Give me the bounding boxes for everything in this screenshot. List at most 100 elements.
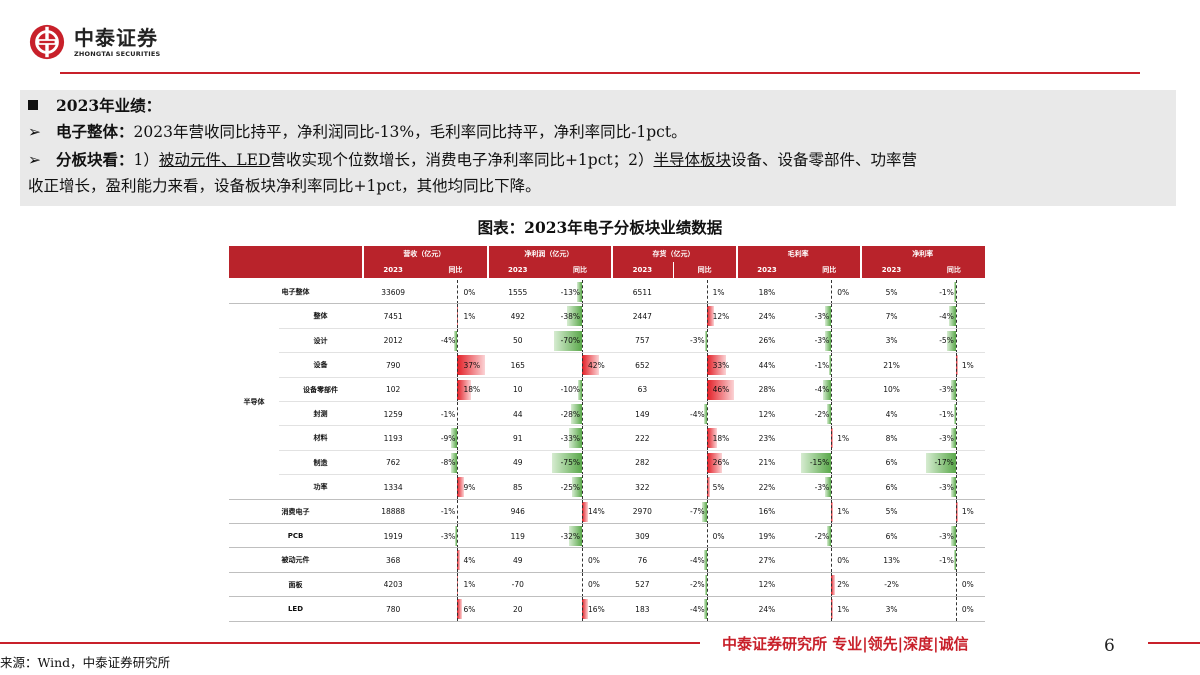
footer-divider-right xyxy=(1148,642,1200,644)
zero-axis xyxy=(582,402,584,426)
pct-value: -5% xyxy=(939,336,954,346)
pct-cell: -1% xyxy=(424,499,486,524)
value-cell: 44 xyxy=(512,409,523,419)
value-cell: 13% xyxy=(883,555,900,565)
zero-axis xyxy=(457,353,459,378)
pct-value: -17% xyxy=(934,458,954,468)
table-row: 电子整体 33609 0% 1555 -13% 6511 1% 18% 0% 5% -1% xyxy=(229,280,985,304)
zero-axis xyxy=(582,377,584,402)
value-cell: 5% xyxy=(885,507,898,517)
zero-axis xyxy=(831,353,833,378)
negative-bar xyxy=(570,404,583,424)
zero-axis xyxy=(831,572,833,597)
zero-axis xyxy=(706,280,709,304)
zero-axis xyxy=(831,450,833,475)
value-cell: 1919 xyxy=(383,531,403,541)
zero-axis xyxy=(706,572,709,597)
pct-cell: -3% xyxy=(798,304,860,329)
zero-axis xyxy=(582,304,584,329)
row-label: 被动元件 xyxy=(281,556,310,565)
negative-bar xyxy=(705,574,707,595)
pct-cell: 0% xyxy=(424,280,486,304)
pct-cell: 1% xyxy=(424,572,486,597)
pct-cell: -3% xyxy=(674,328,736,353)
pct-value: -32% xyxy=(560,531,581,541)
pct-cell: -10% xyxy=(549,377,611,402)
pct-cell: 2% xyxy=(798,572,860,597)
pct-cell: 0% xyxy=(798,280,860,304)
value-cell: 368 xyxy=(385,555,401,565)
value-cell: 282 xyxy=(635,458,650,468)
zero-axis xyxy=(955,304,958,329)
negative-bar xyxy=(554,330,583,351)
table-row: 面板 4203 1% -70 0% 527 -2% 12% 2% -2% 0% xyxy=(229,572,985,597)
zero-axis xyxy=(457,499,459,524)
square-bullet-icon xyxy=(28,100,38,110)
pct-cell: 12% xyxy=(674,304,736,329)
positive-bar xyxy=(831,574,836,595)
group-header: 毛利率 xyxy=(735,246,861,262)
table-row: 封测 1259 -1% 44 -28% 149 -4% 12% -2% 4% -1% xyxy=(229,402,985,426)
zero-axis xyxy=(706,402,709,426)
zero-axis xyxy=(457,426,459,451)
pct-cell: 5% xyxy=(674,475,736,500)
pct-value: -1% xyxy=(814,360,830,370)
pct-value: 0% xyxy=(837,555,850,565)
pct-value: -3% xyxy=(939,433,954,443)
zero-axis xyxy=(582,548,584,573)
pct-value: 42% xyxy=(588,360,605,370)
positive-bar xyxy=(706,477,710,498)
row-label: 制造 xyxy=(313,458,328,467)
row-label: 设备 xyxy=(313,361,328,370)
value-cell: 16% xyxy=(758,507,776,517)
row-label: 面板 xyxy=(288,580,303,589)
pct-cell: 46% xyxy=(674,377,736,402)
row-label: 电子整体 xyxy=(281,288,310,296)
negative-bar xyxy=(825,306,832,327)
pct-value: -8% xyxy=(440,458,456,468)
sub-header: 2023 xyxy=(860,262,923,278)
row-label: 整体 xyxy=(313,312,328,321)
pct-cell: 0% xyxy=(549,548,611,573)
negative-bar xyxy=(568,428,583,449)
zero-axis xyxy=(955,548,958,573)
value-cell: 780 xyxy=(385,604,401,614)
value-cell: 652 xyxy=(635,360,650,370)
value-cell: 26% xyxy=(758,336,776,346)
negative-bar xyxy=(566,306,583,327)
summary-line3-text: 收正增长，盈利能力来看，设备板块净利率同比+1pct，其他均同比下降。 xyxy=(28,177,541,195)
value-cell: 6% xyxy=(885,458,898,468)
value-cell: 2970 xyxy=(632,507,652,517)
negative-bar xyxy=(576,282,583,302)
pct-cell: 18% xyxy=(674,426,736,451)
pct-cell: -9% xyxy=(424,426,486,451)
pct-cell: 1% xyxy=(424,304,486,329)
value-cell: 21% xyxy=(883,360,900,370)
zero-axis xyxy=(582,426,584,451)
zero-axis xyxy=(831,304,833,329)
table-row: 材料 1193 -9% 91 -33% 222 18% 23% 1% 8% -3% xyxy=(229,426,985,451)
pct-value: -33% xyxy=(560,433,581,443)
sub-header: 2023 xyxy=(611,262,674,278)
pct-cell: -3% xyxy=(798,475,860,500)
zero-axis xyxy=(955,499,958,524)
pct-value: -7% xyxy=(690,507,705,517)
table-row: 设备零部件 102 18% 10 -10% 63 46% 28% -4% 10% -3% xyxy=(229,377,985,402)
pct-value: 2% xyxy=(837,580,850,590)
zero-axis xyxy=(457,402,459,426)
summary-line2-label: 分板块看： xyxy=(56,150,134,169)
summary-line-1: ➢ 电子整体：2023年营收同比持平，净利润同比-13%，毛利率同比持平，净利率同… xyxy=(28,122,687,142)
value-cell: 4% xyxy=(885,409,898,419)
table-row: 设备 790 37% 165 42% 652 33% 44% -1% 21% 1% xyxy=(229,353,985,378)
pct-value: -9% xyxy=(440,433,456,443)
pct-cell: -32% xyxy=(549,524,611,548)
pct-cell: -1% xyxy=(798,353,860,378)
pct-cell: 26% xyxy=(674,450,736,475)
zero-axis xyxy=(582,524,584,548)
value-cell: 7451 xyxy=(383,311,403,321)
value-cell: 322 xyxy=(635,482,650,492)
sub-header: 同比 xyxy=(548,262,612,278)
pct-value: -13% xyxy=(560,287,581,297)
zero-axis xyxy=(955,597,958,622)
value-cell: 165 xyxy=(510,360,525,370)
